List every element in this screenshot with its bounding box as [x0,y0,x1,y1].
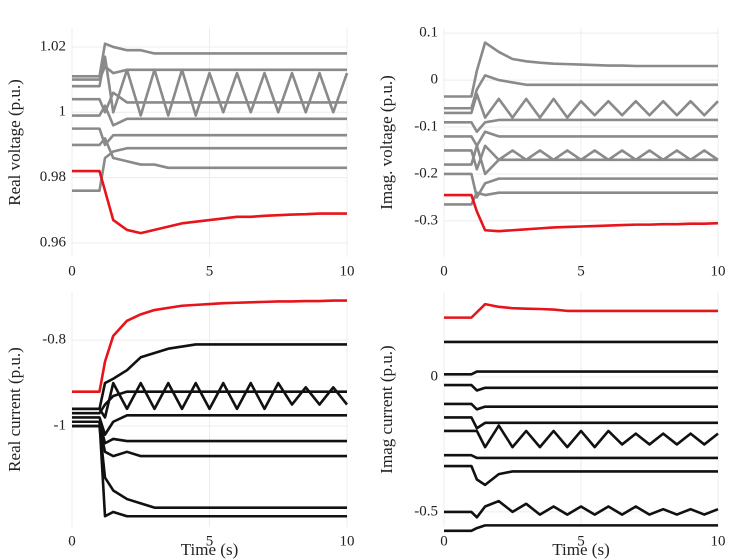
y-tick-label: -0.5 [414,503,438,519]
series-line [444,172,718,199]
subplot: 0 5 10 1.02 1 0.98 0.96 Real voltage (p.u.) [5,28,355,279]
y-tick-label: -0.8 [42,332,66,348]
y-axis-label: Real voltage (p.u.) [5,79,24,206]
series-line [72,390,347,415]
series-line [444,191,718,206]
x-tick-label: 10 [711,533,726,549]
y-tick-label: 0.96 [40,234,67,250]
series-line [72,146,347,192]
series-line [72,169,347,235]
series-line [444,453,718,460]
series-line [72,414,347,436]
x-tick-label: 5 [577,263,585,279]
x-tick-label: 0 [68,263,76,279]
x-tick-label: 0 [440,533,448,549]
y-tick-label: -0.1 [414,118,438,134]
series-line [444,118,718,134]
series-line [72,343,347,411]
lines [444,41,719,233]
series-line [444,74,718,110]
x-tick-label: 5 [206,263,214,279]
series-line [72,104,347,127]
series-line [444,92,719,119]
series-line [72,420,347,518]
series-line [444,383,718,392]
subplot: 0 5 10 0.1 0 -0.1 -0.2 -0.3 Imag. voltage (p.u.) [377,25,726,280]
series-line [444,524,718,533]
y-tick-label: 1 [59,104,67,120]
series-line [72,91,347,114]
y-axis-label: Imag current (p.u.) [377,345,396,473]
series-line [72,42,347,78]
y-tick-label: -0.3 [414,212,438,228]
series-line [72,381,349,419]
x-tick-label: 10 [340,533,355,549]
lines [72,299,349,518]
y-tick-label: 1.02 [40,38,66,54]
series-line [444,130,718,148]
y-tick-label: -1 [54,417,67,433]
series-line [444,424,719,449]
series-line [444,193,719,233]
y-axis-label: Real current (p.u.) [5,347,24,472]
x-tick-label: 10 [711,263,726,279]
series-line [444,416,718,430]
x-axis-label: Time (s) [552,540,609,559]
x-axis-label: Time (s) [181,540,238,559]
y-axis-label: Imag. voltage (p.u.) [377,75,396,210]
x-tick-label: 0 [68,533,76,549]
y-tick-label: 0 [431,72,439,88]
lines [444,302,719,533]
y-tick-label: 0.1 [419,25,438,41]
x-tick-label: 5 [206,533,214,549]
series-line [72,420,347,445]
y-tick-label: 0.98 [40,169,66,185]
series-line [444,144,718,176]
series-line [444,41,718,98]
series-line [444,302,718,319]
series-line [444,464,718,487]
y-tick-label: 0 [431,368,439,384]
series-line [72,137,347,170]
x-tick-label: 10 [340,263,355,279]
series-line [72,127,347,147]
y-tick-label: -0.2 [414,165,438,181]
series-line [444,370,718,376]
lines [72,42,349,235]
series-line [72,55,349,117]
x-tick-label: 5 [577,533,585,549]
series-line [72,65,347,81]
series-line [72,424,347,509]
series-line [72,299,347,393]
subplot: 0 5 10 -0.8 -1 Real current (p.u.) Time (s) [5,292,355,559]
series-line [444,402,718,411]
x-tick-label: 0 [440,263,448,279]
series-line [444,499,719,519]
series-line [72,424,347,458]
